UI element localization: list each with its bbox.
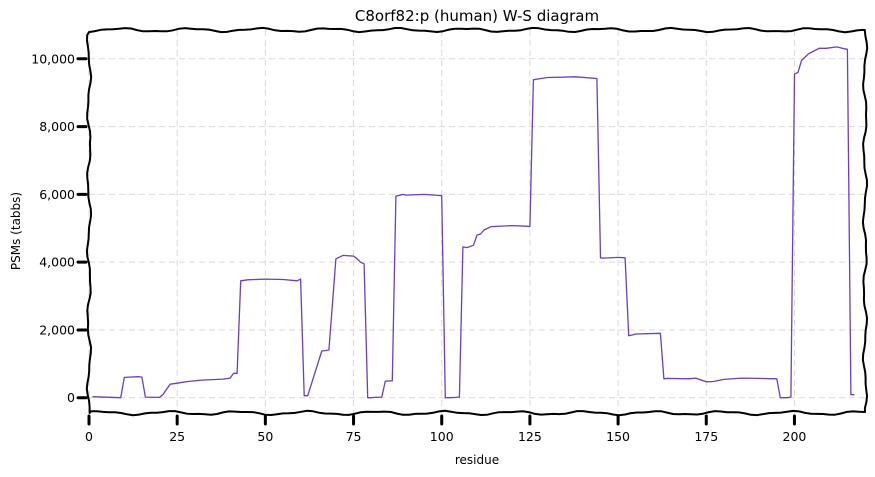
series-layer xyxy=(92,46,855,399)
x-tick-label: 100 xyxy=(430,429,454,444)
x-tick-label: 200 xyxy=(783,429,807,444)
x-tick-label: 50 xyxy=(257,429,273,444)
plot-frame xyxy=(85,26,869,417)
grid xyxy=(88,30,865,413)
x-tick-label: 25 xyxy=(169,429,185,444)
x-axis-label: residue xyxy=(455,453,499,467)
y-tick-label: 2,000 xyxy=(39,322,75,337)
y-tick-label: 8,000 xyxy=(39,119,75,134)
y-tick-label: 4,000 xyxy=(39,255,75,270)
x-tick-label: 125 xyxy=(518,429,542,444)
y-tick-label: 0 xyxy=(67,390,75,405)
y-tick-label: 6,000 xyxy=(39,187,75,202)
series-line xyxy=(92,46,855,399)
y-tick-label: 10,000 xyxy=(31,51,75,66)
x-tick-label: 0 xyxy=(85,429,93,444)
chart-title: C8orf82:p (human) W-S diagram xyxy=(355,7,599,25)
y-axis-label: PSMs (tabbs) xyxy=(9,192,23,270)
x-tick-label: 175 xyxy=(694,429,718,444)
y-axis: 0 2,000 4,000 6,000 8,000 10,000 xyxy=(31,51,88,405)
x-tick-label: 75 xyxy=(346,429,362,444)
x-axis: 0 25 50 75 100 125 150 175 200 xyxy=(85,414,807,444)
x-tick-label: 150 xyxy=(606,429,630,444)
